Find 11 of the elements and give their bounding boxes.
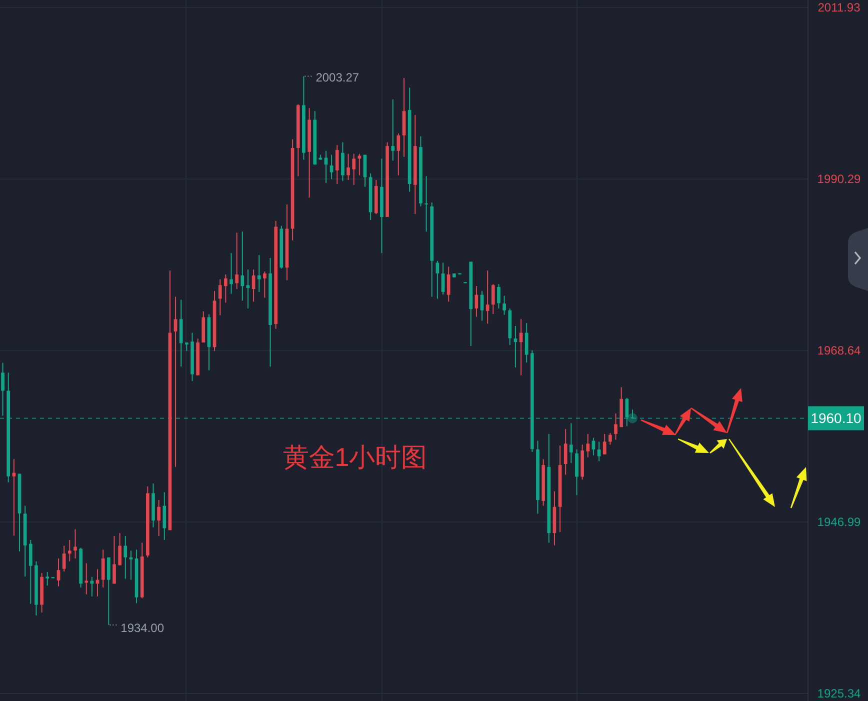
annotation: 2003.27 (316, 70, 360, 84)
annotation: 2003.27 (304, 70, 360, 84)
y-tick-label: 1990.29 (817, 172, 862, 186)
text: 黄金1小时图 (282, 442, 428, 472)
y-tick-label: 2011.93 (818, 0, 861, 15)
y-tick-label: 1968.64 (817, 344, 862, 358)
annotation: 1934.00 (120, 620, 164, 635)
y-tick-label: 1946.99 (817, 515, 862, 530)
annotation: 1934.00 (109, 620, 164, 635)
y-tick-label: 1925.34 (817, 686, 862, 701)
ref-line-label: 1960.10 (810, 410, 862, 426)
